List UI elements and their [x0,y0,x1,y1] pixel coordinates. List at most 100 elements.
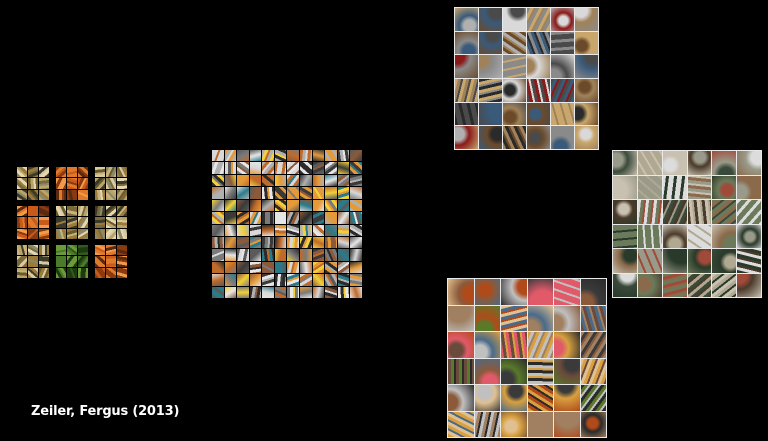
layer3-patch [551,8,574,31]
layer1-filter [56,245,66,256]
layer3-features-grid [455,8,598,149]
layer2-patch [287,187,300,199]
layer2-patch [224,199,237,212]
layer1-filter [106,256,116,267]
layer3-patch [527,55,550,78]
layer4-patch [687,273,712,297]
layer1-filter [17,189,27,200]
layer4-patch [737,151,761,175]
layer2-patch [237,224,249,236]
layer2-patch [325,261,337,274]
layer2-features-grid [212,150,362,298]
layer2-patch [325,174,337,187]
layer4-patch [662,151,687,175]
layer3-patch [455,55,478,78]
layer4-patch [613,175,637,199]
layer1-filter [67,228,77,239]
layer2-patch [312,162,325,174]
layer4-patch [712,249,737,273]
layer2-patch [337,249,350,261]
layer2-patch [325,150,337,162]
layer3-patch [455,78,478,102]
layer2-patch [237,199,249,212]
layer2-patch [287,236,300,249]
layer1-filter [78,228,88,239]
layer4-patch [637,273,662,297]
layer2-patch [249,199,262,212]
layer4-features-panel [612,150,762,298]
layer3-patch [527,8,550,31]
layer1-filter [17,217,27,228]
layer5-patch [554,305,580,331]
layer1-filter [28,245,38,256]
layer4-patch [712,200,737,224]
layer2-patch [350,199,362,212]
layer1-filter [56,178,66,189]
layer2-patch [337,150,350,162]
layer2-patch [224,261,237,274]
layer2-patch [287,249,300,261]
layer4-patch [712,175,737,199]
layer1-filter [17,267,27,278]
layer3-patch [551,78,574,102]
layer2-patch [337,174,350,187]
layer2-patch [274,249,287,261]
layer3-patch [479,31,502,55]
layer2-patch [274,212,287,224]
layer2-patch [337,286,350,298]
layer1-filter [78,206,88,217]
layer2-patch [224,162,237,174]
layer3-patch [575,126,598,149]
layer1-filter [117,206,127,217]
layer1-filter [67,178,77,189]
layer4-patch [687,224,712,248]
layer1-filter [117,256,127,267]
layer2-patch [312,274,325,286]
layer5-patch [448,279,474,305]
layer1-filter [39,167,49,178]
layer5-patch [448,411,474,437]
layer5-patch [580,305,606,331]
layer2-patch [224,224,237,236]
layer2-patch [337,236,350,249]
layer1-filter [28,189,38,200]
citation-caption: Zeiler, Fergus (2013) [31,404,180,419]
layer1-filter [95,217,105,228]
layer2-patch [237,174,249,187]
layer1-filter-group [95,167,127,200]
layer4-patch [662,224,687,248]
layer4-patch [662,200,687,224]
layer2-patch [262,286,274,298]
layer2-patch [350,150,362,162]
layer2-patch [350,236,362,249]
layer2-patch [300,150,312,162]
layer2-patch [325,187,337,199]
layer4-patch [737,200,761,224]
layer2-patch [224,150,237,162]
layer1-filters-panel [17,167,127,278]
layer1-filter [95,206,105,217]
layer1-filters-grid [17,167,127,278]
layer2-patch [212,150,224,162]
layer1-filter [56,189,66,200]
layer5-patch [448,385,474,411]
layer3-patch [455,126,478,149]
layer3-patch [503,8,526,31]
layer1-filter [28,206,38,217]
layer3-patch [527,31,550,55]
layer2-patch [249,224,262,236]
layer2-patch [287,212,300,224]
layer3-patch [527,102,550,126]
layer1-filter [78,189,88,200]
layer5-patch [501,279,527,305]
layer5-patch [580,358,606,384]
layer2-patch [224,286,237,298]
layer5-patch [448,305,474,331]
layer2-patch [249,249,262,261]
layer1-filter [56,228,66,239]
layer5-patch [527,385,553,411]
layer2-patch [325,274,337,286]
layer2-patch [350,162,362,174]
layer4-patch [662,175,687,199]
layer2-patch [325,162,337,174]
